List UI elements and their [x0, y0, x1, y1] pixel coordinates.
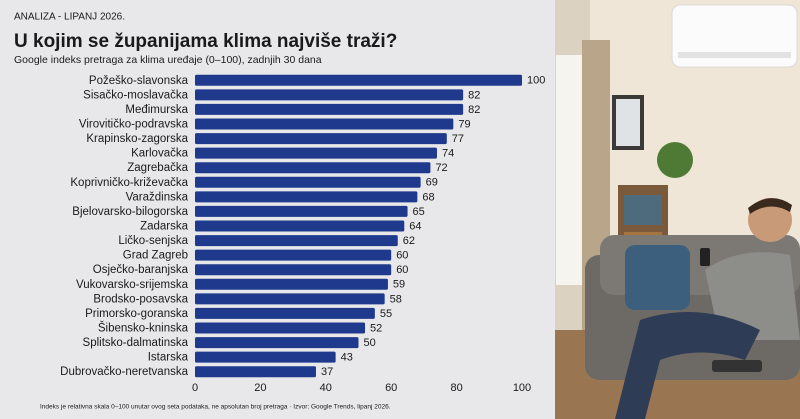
chart-subtitle: Google indeks pretraga za klima uređaje …: [14, 54, 322, 66]
y-tick-label: Koprivničko-križevačka: [70, 177, 188, 189]
value-label: 82: [468, 89, 480, 101]
y-tick-label: Istarska: [148, 352, 189, 364]
kicker: ANALIZA - LIPANJ 2026.: [14, 12, 125, 23]
bar: [195, 176, 421, 188]
x-tick-label: 40: [320, 382, 332, 394]
value-label: 79: [458, 118, 470, 130]
y-tick-label: Karlovačka: [131, 148, 188, 160]
bar: [195, 249, 392, 261]
x-tick-label: 100: [513, 382, 531, 394]
y-tick-label: Osječko-baranjska: [93, 264, 189, 276]
photo: [555, 0, 800, 419]
y-tick-label: Virovitičko-podravska: [79, 119, 189, 131]
value-label: 100: [527, 75, 545, 87]
value-label: 60: [396, 264, 408, 276]
value-label: 58: [390, 293, 402, 305]
y-tick-label: Dubrovačko-neretvanska: [60, 366, 188, 378]
bar: [195, 293, 385, 305]
bar: [195, 74, 522, 86]
bar: [195, 162, 431, 174]
value-label: 43: [341, 352, 353, 364]
bar: [195, 133, 447, 145]
y-tick-label: Krapinsko-zagorska: [86, 133, 188, 145]
bar: [195, 307, 375, 319]
value-label: 64: [409, 220, 421, 232]
chart-title: U kojim se županijama klima najviše traž…: [14, 31, 397, 52]
value-label: 72: [435, 162, 447, 174]
footnote: Indeks je relativna skala 0–100 unutar o…: [40, 404, 391, 411]
y-tick-label: Sisačko-moslavačka: [83, 89, 188, 101]
bar: [195, 89, 464, 101]
value-label: 37: [321, 366, 333, 378]
y-tick-label: Šibensko-kninska: [98, 322, 189, 335]
value-label: 65: [413, 206, 425, 218]
bar: [195, 264, 392, 276]
y-tick-label: Zagrebačka: [127, 162, 188, 174]
value-label: 68: [422, 191, 434, 203]
y-tick-label: Brodsko-posavska: [93, 293, 188, 305]
value-label: 74: [442, 148, 454, 160]
bar: [195, 191, 418, 203]
bar: [195, 366, 316, 378]
y-tick-label: Splitsko-dalmatinska: [83, 337, 189, 349]
value-label: 82: [468, 104, 480, 116]
y-tick-label: Međimurska: [125, 104, 188, 116]
x-tick-label: 80: [450, 382, 462, 394]
value-label: 77: [452, 133, 464, 145]
value-label: 52: [370, 322, 382, 334]
y-tick-label: Bjelovarsko-bilogorska: [72, 206, 188, 218]
value-label: 50: [364, 337, 376, 349]
bar: [195, 205, 408, 217]
x-tick-label: 0: [192, 382, 198, 394]
y-tick-label: Primorsko-goranska: [85, 308, 188, 320]
bar: [195, 351, 336, 363]
x-tick-label: 60: [385, 382, 397, 394]
bar: [195, 322, 366, 334]
bar: [195, 103, 464, 115]
value-label: 62: [403, 235, 415, 247]
y-tick-label: Ličko-senjska: [118, 235, 188, 247]
value-label: 60: [396, 250, 408, 262]
y-tick-label: Zadarska: [140, 221, 189, 233]
y-tick-label: Vukovarsko-srijemska: [76, 279, 189, 291]
bar: [195, 220, 405, 232]
bar: [195, 118, 454, 130]
bar: [195, 337, 359, 349]
bar: [195, 278, 388, 290]
value-label: 69: [426, 177, 438, 189]
bar: [195, 235, 398, 247]
y-tick-label: Varaždinska: [126, 191, 189, 203]
bar: [195, 147, 437, 159]
x-tick-label: 20: [254, 382, 266, 394]
value-label: 59: [393, 279, 405, 291]
y-tick-label: Grad Zagreb: [123, 250, 188, 262]
y-tick-label: Požeško-slavonska: [89, 75, 189, 87]
value-label: 55: [380, 308, 392, 320]
